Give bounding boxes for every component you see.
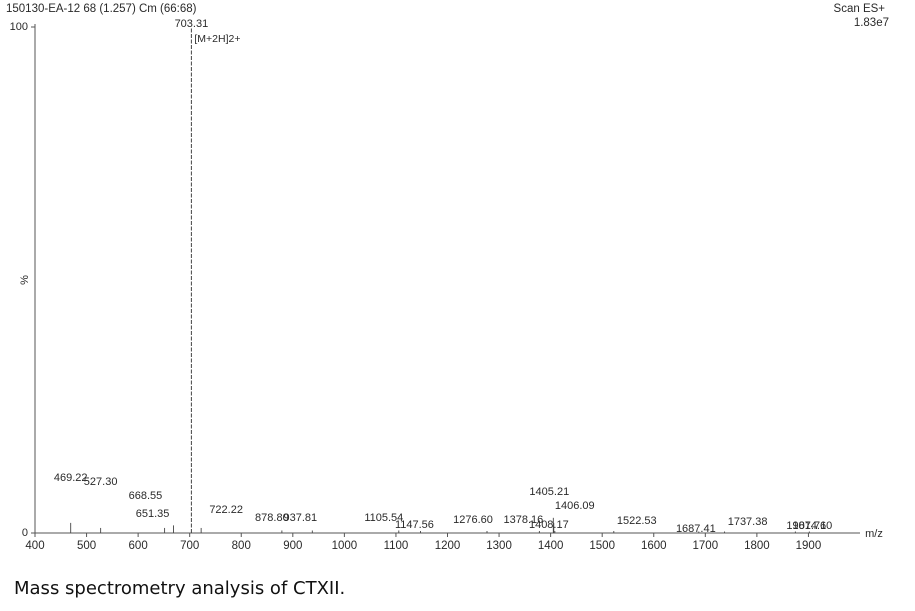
x-tick-label: 600 [129, 540, 148, 552]
peak-label: 1406.09 [555, 500, 595, 512]
x-tick-label: 800 [232, 540, 251, 552]
x-tick-label: 1300 [486, 540, 512, 552]
peak-label: 1276.60 [453, 514, 493, 526]
x-axis-label: m/z [865, 528, 883, 540]
peak-label: 1105.54 [364, 512, 403, 524]
peak-label: 703.31 [175, 18, 209, 30]
peak-label: 937.81 [283, 512, 317, 524]
x-tick-label: 1800 [744, 540, 770, 552]
x-tick-label: 700 [180, 540, 199, 552]
peaks [70, 27, 810, 533]
peak-label: 651.35 [136, 508, 170, 520]
y-axis-label: % [19, 275, 31, 285]
peak-label: 1737.38 [728, 516, 768, 528]
y-tick-label-0: 0 [22, 527, 28, 539]
peak-label: 1405.21 [529, 486, 569, 498]
y-tick-label-100: 100 [10, 21, 28, 33]
x-tick-label: 1400 [538, 540, 564, 552]
peak-label: 1901.71 [786, 520, 826, 532]
x-tick-label: 1600 [641, 540, 667, 552]
x-tick-label: 1700 [693, 540, 719, 552]
x-tick-label: 1200 [435, 540, 461, 552]
peak-annotation: [M+2H]2+ [194, 33, 240, 45]
x-tick-label: 1500 [589, 540, 615, 552]
peak-label: 527.30 [84, 476, 118, 488]
x-ticks: 400 500 600 700 800 900 1000 1100 1200 1300 1400 15… [25, 533, 821, 552]
peak-label: 878.80 [255, 512, 289, 524]
peak-label: 469.22 [54, 472, 88, 484]
x-tick-label: 1900 [796, 540, 822, 552]
figure-caption: Mass spectrometry analysis of CTXII. [14, 578, 346, 599]
peak-label: 722.22 [209, 504, 243, 516]
intensity-scale: 1.83e7 [854, 17, 889, 29]
sample-header: 150130-EA-12 68 (1.257) Cm (66:68) [6, 3, 197, 15]
peak-label: 1378.16 [503, 514, 543, 526]
x-tick-label: 1100 [384, 540, 409, 552]
peak-label: 1147.56 [395, 519, 434, 531]
peak-label: 668.55 [129, 490, 163, 502]
peak-label: 1408.17 [529, 519, 569, 531]
x-tick-label: 500 [77, 540, 96, 552]
scan-mode: Scan ES+ [834, 3, 886, 15]
x-tick-label: 1000 [332, 540, 358, 552]
x-tick-label: 400 [25, 540, 44, 552]
peak-label: 1522.53 [617, 515, 657, 527]
peak-label: 1874.60 [792, 520, 832, 532]
peak-label: 1687.41 [676, 523, 716, 535]
x-tick-label: 900 [283, 540, 302, 552]
axes [31, 24, 860, 534]
